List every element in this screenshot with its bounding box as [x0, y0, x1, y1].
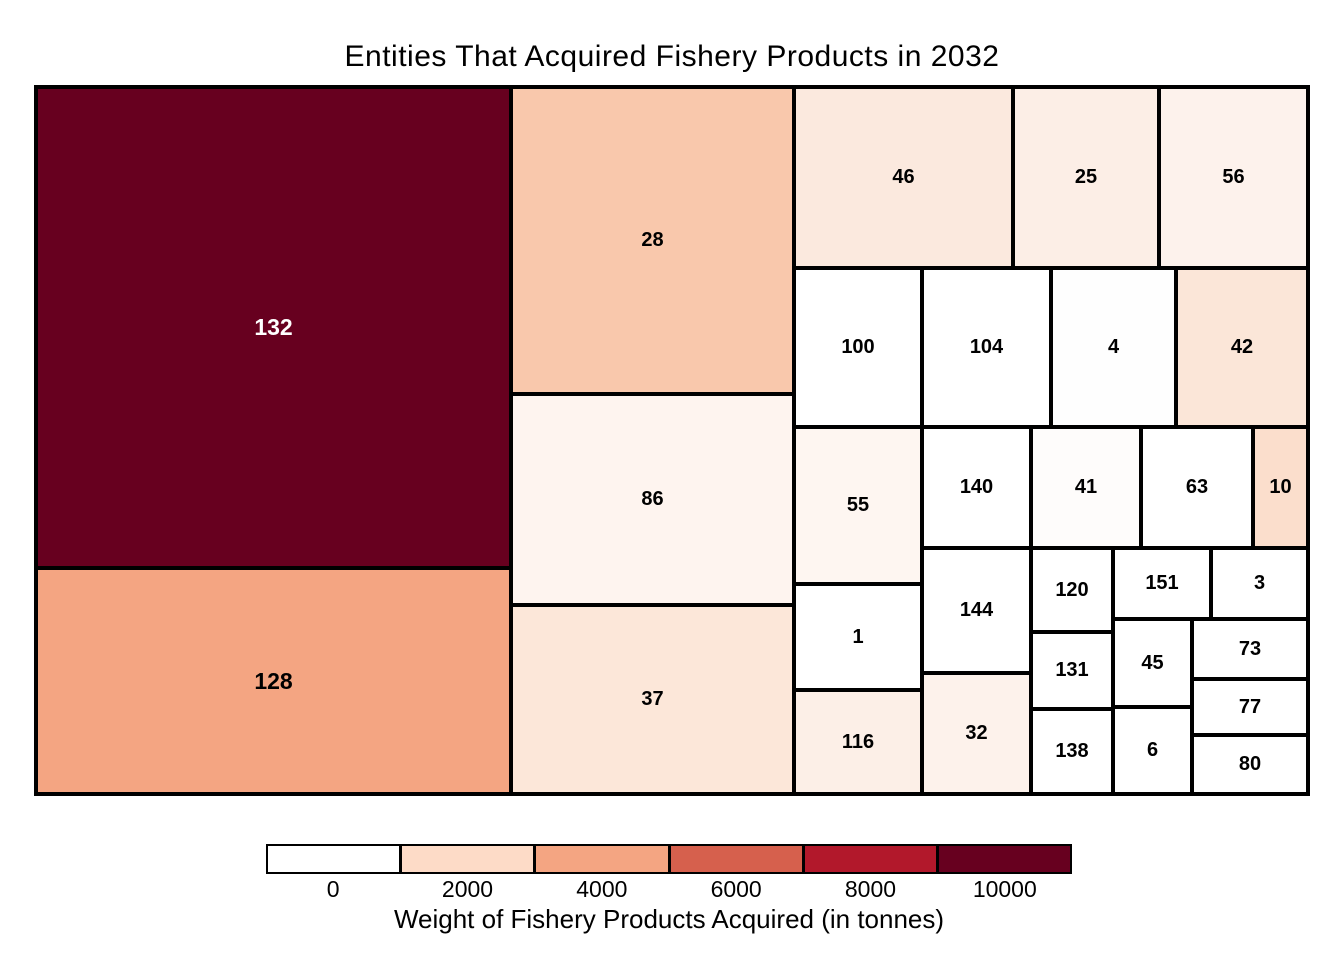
treemap-tile-151: 151 — [1113, 548, 1211, 619]
treemap-tile-32: 32 — [922, 673, 1031, 794]
legend-swatch-2 — [533, 846, 668, 872]
treemap-tile-138: 138 — [1031, 709, 1113, 794]
treemap-tile-56: 56 — [1159, 87, 1308, 268]
chart-title: Entities That Acquired Fishery Products … — [344, 40, 1000, 73]
treemap-tile-6: 6 — [1113, 707, 1192, 794]
treemap-tile-4: 4 — [1051, 268, 1176, 427]
treemap-tile-63: 63 — [1141, 427, 1253, 548]
treemap-tile-144: 144 — [922, 548, 1031, 673]
treemap-tile-73: 73 — [1192, 619, 1308, 679]
treemap-tile-46: 46 — [794, 87, 1013, 268]
treemap-tile-25: 25 — [1013, 87, 1159, 268]
legend-tick: 10000 — [972, 876, 1037, 902]
legend-tick: 2000 — [441, 876, 494, 902]
treemap-tile-86: 86 — [511, 394, 794, 605]
treemap-tile-116: 116 — [794, 690, 922, 794]
treemap-tile-3: 3 — [1211, 548, 1308, 619]
treemap-tile-140: 140 — [922, 427, 1031, 548]
treemap-tile-42: 42 — [1176, 268, 1308, 427]
treemap-tile-128: 128 — [36, 568, 511, 794]
treemap-tile-77: 77 — [1192, 679, 1308, 735]
treemap-tile-132: 132 — [36, 87, 511, 568]
legend-swatch-1 — [399, 846, 534, 872]
treemap-tile-1: 1 — [794, 584, 922, 690]
treemap-tile-104: 104 — [922, 268, 1051, 427]
legend-colorbar — [266, 844, 1072, 874]
treemap-tile-100: 100 — [794, 268, 922, 427]
treemap-tile-28: 28 — [511, 87, 794, 394]
legend-tick: 0 — [326, 876, 340, 902]
treemap-tile-131: 131 — [1031, 632, 1113, 709]
treemap-tile-41: 41 — [1031, 427, 1141, 548]
legend-caption: Weight of Fishery Products Acquired (in … — [393, 904, 945, 934]
legend-swatch-0 — [268, 846, 400, 872]
treemap-tile-45: 45 — [1113, 619, 1192, 707]
treemap-tile-55: 55 — [794, 427, 922, 584]
legend-tick: 8000 — [844, 876, 897, 902]
treemap-tile-120: 120 — [1031, 548, 1113, 632]
legend-tick: 6000 — [710, 876, 762, 902]
treemap-tile-80: 80 — [1192, 735, 1308, 794]
legend-tick-labels: 0 2000 4000 6000 8000 10000 — [266, 876, 1072, 903]
treemap-tile-37: 37 — [511, 605, 794, 794]
treemap: 132 128 28 86 37 46 25 56 100 104 4 42 55 140 41 63 10 1 1… — [34, 85, 1310, 796]
legend-tick: 4000 — [576, 876, 628, 902]
legend-swatch-4 — [801, 846, 936, 872]
treemap-tile-10: 10 — [1253, 427, 1308, 548]
legend-swatch-3 — [667, 846, 802, 872]
legend-swatch-5 — [935, 846, 1071, 872]
